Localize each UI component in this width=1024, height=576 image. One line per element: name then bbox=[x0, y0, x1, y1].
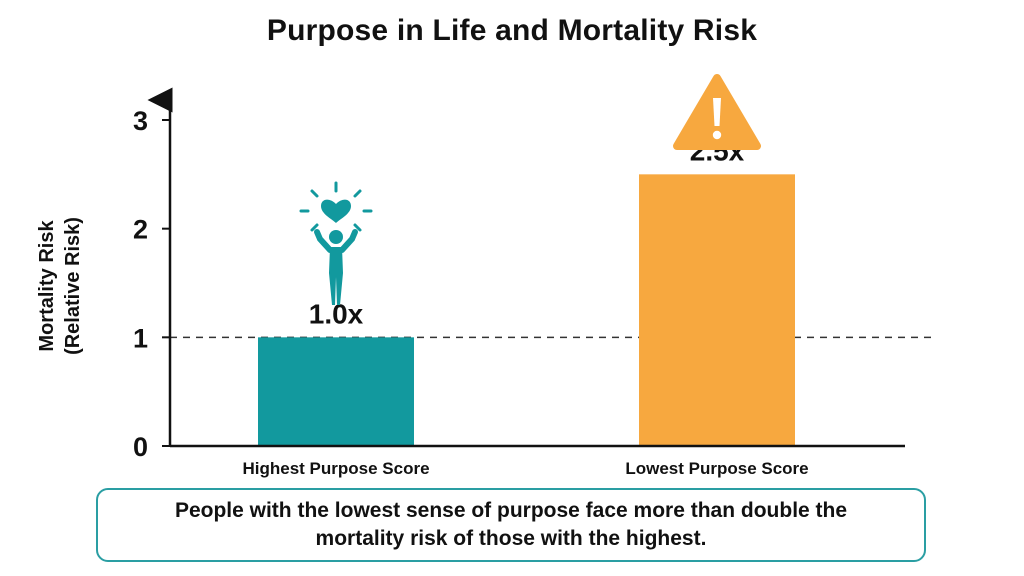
summary-text: People with the lowest sense of purpose … bbox=[174, 499, 848, 550]
chart-title: Purpose in Life and Mortality Risk bbox=[266, 14, 758, 47]
category-label: Highest Purpose Score bbox=[242, 459, 429, 478]
bar-2 bbox=[639, 174, 795, 447]
y-tick-label: 1 bbox=[133, 323, 148, 353]
happy-person-heart-icon bbox=[299, 181, 373, 305]
y-axis-label: Mortality Risk (Relative Risk) bbox=[36, 217, 84, 355]
data-label: 1.0x bbox=[309, 298, 364, 329]
warning-triangle-icon bbox=[673, 74, 761, 150]
y-tick-label: 2 bbox=[133, 215, 148, 245]
summary-callout: People with the lowest sense of purpose … bbox=[96, 488, 926, 562]
y-tick-label: 0 bbox=[133, 432, 148, 462]
y-tick-label: 3 bbox=[133, 106, 148, 136]
category-label: Lowest Purpose Score bbox=[625, 459, 808, 478]
bar-1 bbox=[258, 337, 414, 446]
